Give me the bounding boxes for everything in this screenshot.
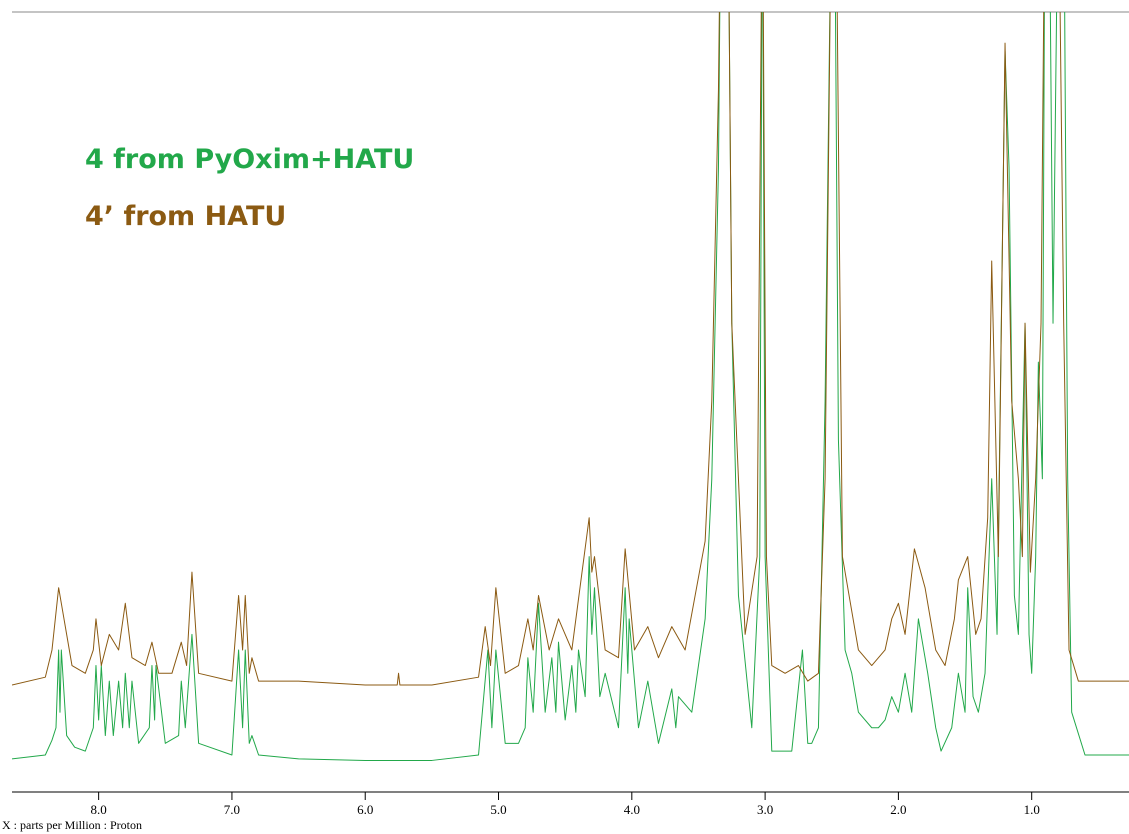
x-tick-label: 6.0 xyxy=(357,802,373,817)
x-tick-label: 3.0 xyxy=(757,802,773,817)
traces xyxy=(12,12,1129,761)
spectrum-trace xyxy=(12,12,1129,761)
x-tick-label: 5.0 xyxy=(490,802,506,817)
x-axis-label: X : parts per Million : Proton xyxy=(2,818,142,832)
x-tick-label: 4.0 xyxy=(624,802,640,817)
x-tick-label: 8.0 xyxy=(91,802,107,817)
x-tick-label: 2.0 xyxy=(890,802,906,817)
legend-entry: 4’ from HATU xyxy=(85,201,286,232)
x-tick-label: 7.0 xyxy=(224,802,240,817)
x-tick-label: 1.0 xyxy=(1024,802,1040,817)
spectrum-trace xyxy=(12,12,1129,686)
legend-entry: 4 from PyOxim+HATU xyxy=(85,144,414,175)
